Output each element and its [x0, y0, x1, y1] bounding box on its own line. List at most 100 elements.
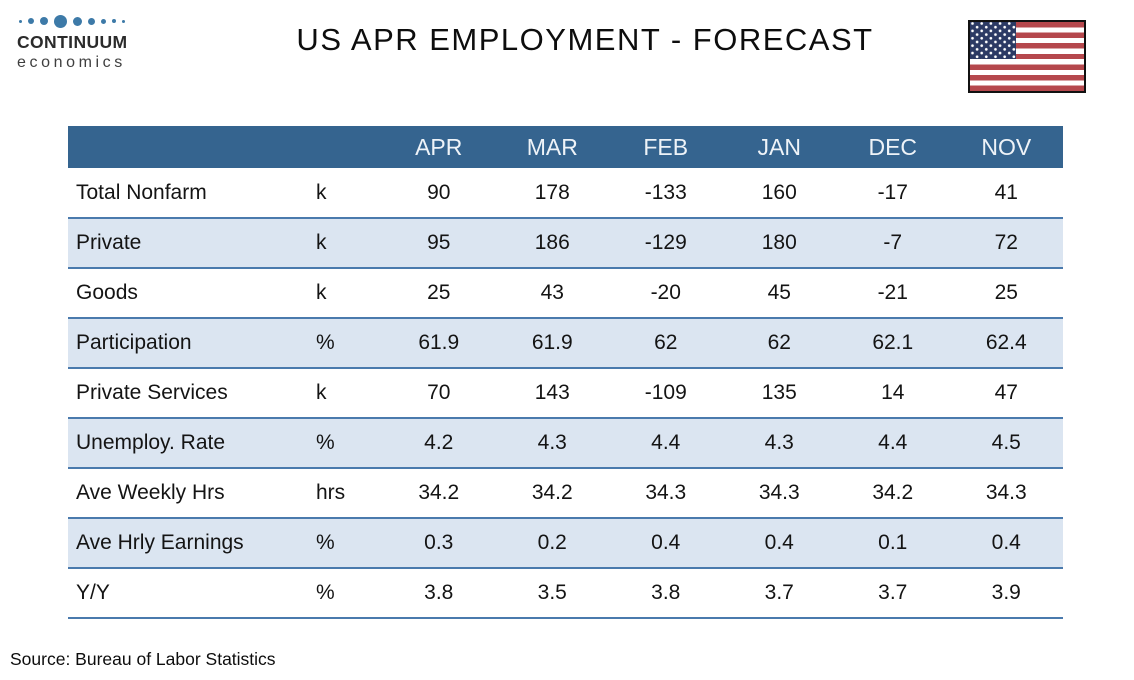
row-label: Participation — [68, 317, 316, 369]
cell-value: 62 — [609, 317, 723, 369]
cell-value: 3.9 — [949, 568, 1063, 619]
cell-value: 3.8 — [382, 568, 496, 619]
table-row: Participation % 61.9 61.9 62 62 62.1 62.… — [68, 317, 1063, 369]
row-label: Private Services — [68, 368, 316, 418]
cell-value: 0.4 — [609, 517, 723, 569]
cell-value: 34.3 — [609, 468, 723, 518]
us-flag-icon — [968, 20, 1086, 93]
cell-value: -21 — [836, 268, 950, 318]
cell-value: 43 — [495, 268, 609, 318]
cell-value: 0.4 — [722, 517, 836, 569]
header-month: FEB — [609, 126, 723, 168]
row-label: Unemploy. Rate — [68, 417, 316, 469]
logo-dot — [73, 16, 82, 26]
cell-value: 45 — [722, 268, 836, 318]
logo-dot — [112, 19, 116, 23]
row-unit: k — [316, 217, 382, 269]
table-row: Unemploy. Rate % 4.2 4.3 4.4 4.3 4.4 4.5 — [68, 417, 1063, 469]
cell-value: -129 — [609, 217, 723, 269]
page-title: US APR EMPLOYMENT - FORECAST — [296, 22, 874, 57]
row-label: Y/Y — [68, 568, 316, 619]
us-flag-canton — [970, 22, 1016, 60]
logo-dot — [122, 19, 125, 23]
logo-dot — [40, 17, 48, 25]
cell-value: 34.2 — [382, 468, 496, 518]
header-month: DEC — [836, 126, 950, 168]
cell-value: 61.9 — [382, 317, 496, 369]
table-row: Ave Weekly Hrs hrs 34.2 34.2 34.3 34.3 3… — [68, 468, 1063, 518]
row-label: Ave Weekly Hrs — [68, 468, 316, 518]
cell-value: 25 — [949, 268, 1063, 318]
table-row: Goods k 25 43 -20 45 -21 25 — [68, 268, 1063, 318]
row-label: Private — [68, 217, 316, 269]
cell-value: 90 — [382, 168, 496, 218]
row-label: Total Nonfarm — [68, 168, 316, 218]
header-label-col — [68, 126, 316, 168]
cell-value: 34.2 — [495, 468, 609, 518]
cell-value: 180 — [722, 217, 836, 269]
logo-sub-text: economics — [17, 54, 126, 71]
cell-value: 34.3 — [722, 468, 836, 518]
cell-value: -17 — [836, 168, 950, 218]
cell-value: 72 — [949, 217, 1063, 269]
cell-value: 4.5 — [949, 417, 1063, 469]
logo-dot — [54, 14, 67, 28]
cell-value: 61.9 — [495, 317, 609, 369]
cell-value: 160 — [722, 168, 836, 218]
cell-value: 4.3 — [495, 417, 609, 469]
cell-value: 3.7 — [722, 568, 836, 619]
cell-value: 0.2 — [495, 517, 609, 569]
table-row: Y/Y % 3.8 3.5 3.8 3.7 3.7 3.9 — [68, 568, 1063, 619]
cell-value: -133 — [609, 168, 723, 218]
cell-value: 25 — [382, 268, 496, 318]
cell-value: 70 — [382, 368, 496, 418]
header-month: APR — [382, 126, 496, 168]
cell-value: 34.3 — [949, 468, 1063, 518]
cell-value: 62.4 — [949, 317, 1063, 369]
logo-dot — [19, 19, 22, 23]
employment-table: APR MAR FEB JAN DEC NOV Total Nonfarm k … — [68, 126, 1063, 619]
cell-value: -109 — [609, 368, 723, 418]
cell-value: 143 — [495, 368, 609, 418]
cell-value: 0.3 — [382, 517, 496, 569]
table-row: Total Nonfarm k 90 178 -133 160 -17 41 — [68, 168, 1063, 218]
cell-value: 95 — [382, 217, 496, 269]
row-unit: % — [316, 517, 382, 569]
cell-value: 4.3 — [722, 417, 836, 469]
cell-value: 0.4 — [949, 517, 1063, 569]
logo-dot — [101, 18, 106, 24]
header-month: JAN — [722, 126, 836, 168]
header-unit-col — [316, 126, 382, 168]
cell-value: 3.7 — [836, 568, 950, 619]
header-month: NOV — [949, 126, 1063, 168]
logo-brand-text: CONTINUUM — [17, 32, 128, 52]
cell-value: 0.1 — [836, 517, 950, 569]
table-header-row: APR MAR FEB JAN DEC NOV — [68, 126, 1063, 168]
cell-value: 3.5 — [495, 568, 609, 619]
row-unit: % — [316, 417, 382, 469]
logo-dot — [28, 18, 34, 24]
header-month: MAR — [495, 126, 609, 168]
row-unit: k — [316, 168, 382, 218]
cell-value: 186 — [495, 217, 609, 269]
cell-value: 14 — [836, 368, 950, 418]
logo-dots-icon — [17, 13, 147, 29]
row-unit: % — [316, 568, 382, 619]
cell-value: 62 — [722, 317, 836, 369]
row-unit: hrs — [316, 468, 382, 518]
table-row: Ave Hrly Earnings % 0.3 0.2 0.4 0.4 0.1 … — [68, 517, 1063, 569]
row-unit: % — [316, 317, 382, 369]
cell-value: 4.4 — [836, 417, 950, 469]
cell-value: 34.2 — [836, 468, 950, 518]
cell-value: -7 — [836, 217, 950, 269]
cell-value: 41 — [949, 168, 1063, 218]
row-unit: k — [316, 368, 382, 418]
cell-value: 4.2 — [382, 417, 496, 469]
source-note: Source: Bureau of Labor Statistics — [10, 649, 276, 669]
cell-value: 3.8 — [609, 568, 723, 619]
cell-value: 135 — [722, 368, 836, 418]
cell-value: 178 — [495, 168, 609, 218]
cell-value: 62.1 — [836, 317, 950, 369]
row-label: Ave Hrly Earnings — [68, 517, 316, 569]
cell-value: 47 — [949, 368, 1063, 418]
